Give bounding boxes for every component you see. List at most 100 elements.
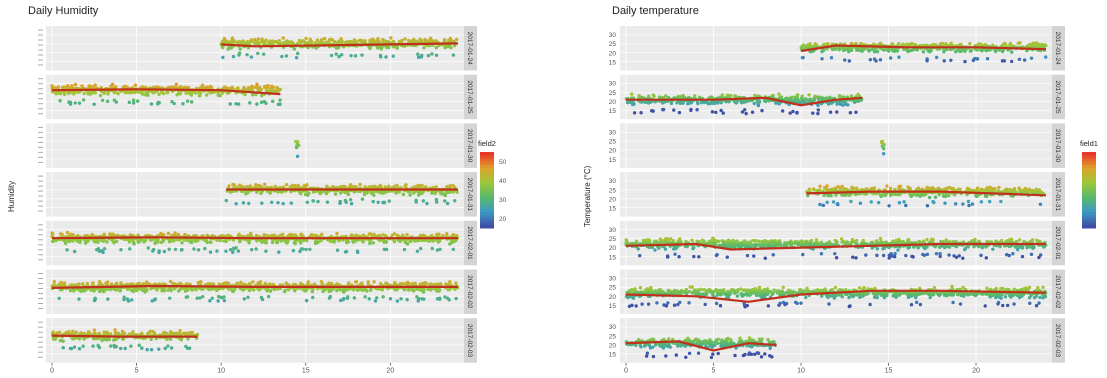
data-point bbox=[921, 50, 926, 54]
data-point bbox=[268, 39, 272, 43]
data-point bbox=[112, 338, 116, 342]
data-point bbox=[96, 247, 100, 252]
data-point bbox=[838, 47, 842, 51]
data-point bbox=[338, 201, 342, 205]
data-point bbox=[194, 91, 198, 95]
data-point bbox=[752, 101, 756, 106]
data-point bbox=[451, 53, 456, 57]
legend-color-step bbox=[480, 171, 494, 175]
data-point bbox=[907, 42, 911, 47]
data-point bbox=[59, 280, 63, 285]
data-point bbox=[711, 100, 716, 104]
facet-label: 2017-01-25 bbox=[466, 80, 473, 114]
data-point bbox=[242, 85, 246, 90]
data-point bbox=[250, 84, 254, 88]
legend-color-step bbox=[480, 218, 494, 223]
data-point bbox=[187, 91, 192, 95]
data-point bbox=[276, 200, 280, 205]
data-point bbox=[829, 56, 834, 60]
data-point bbox=[288, 185, 292, 189]
data-point bbox=[983, 42, 987, 47]
y-tick-label: 20 bbox=[609, 148, 617, 155]
y-tick-label: 15 bbox=[609, 108, 617, 115]
data-point bbox=[381, 295, 385, 299]
facet-panel: 2017-01-24 bbox=[38, 26, 477, 71]
data-point bbox=[255, 102, 259, 106]
data-point bbox=[1043, 55, 1048, 59]
data-point bbox=[443, 199, 447, 203]
legend-color-step bbox=[480, 190, 494, 194]
data-point bbox=[297, 143, 301, 148]
data-point bbox=[56, 85, 61, 89]
legend-color-step bbox=[480, 209, 494, 213]
data-point bbox=[148, 329, 153, 334]
data-point bbox=[811, 111, 815, 115]
facet-panel: 2017-01-31 bbox=[38, 172, 477, 217]
facet-panel: 2017-02-02 bbox=[38, 269, 477, 314]
data-point bbox=[368, 241, 372, 246]
data-point bbox=[400, 39, 404, 44]
trend-line bbox=[51, 88, 281, 96]
data-point bbox=[204, 85, 209, 89]
data-point bbox=[81, 344, 85, 348]
data-point bbox=[428, 287, 433, 292]
legend-color-step bbox=[480, 199, 494, 204]
data-point bbox=[821, 203, 826, 208]
data-point bbox=[835, 110, 839, 114]
data-point bbox=[71, 329, 75, 333]
legend-color-step bbox=[480, 155, 494, 159]
data-point bbox=[418, 246, 423, 251]
legend-color-step bbox=[480, 196, 494, 200]
data-point bbox=[640, 100, 645, 104]
data-point bbox=[949, 58, 953, 62]
data-point bbox=[131, 101, 136, 105]
data-point bbox=[314, 241, 319, 245]
data-point bbox=[271, 282, 276, 287]
data-point bbox=[57, 91, 61, 95]
data-point bbox=[192, 247, 196, 251]
panel-background bbox=[620, 123, 1052, 168]
data-point bbox=[378, 53, 383, 58]
data-point bbox=[61, 86, 65, 90]
data-point bbox=[153, 297, 157, 301]
data-point bbox=[260, 297, 265, 302]
data-point bbox=[410, 282, 414, 286]
data-point bbox=[875, 49, 880, 54]
data-point bbox=[200, 83, 205, 87]
data-point bbox=[854, 41, 858, 46]
data-point bbox=[406, 189, 410, 194]
data-point bbox=[193, 238, 198, 243]
data-point bbox=[293, 183, 297, 188]
data-point bbox=[302, 184, 306, 188]
data-point bbox=[430, 52, 434, 56]
data-point bbox=[262, 233, 266, 237]
data-point bbox=[942, 49, 946, 54]
data-point bbox=[248, 101, 252, 105]
data-point bbox=[87, 92, 92, 96]
data-point bbox=[968, 49, 973, 53]
legend-tick-label: 30 bbox=[499, 197, 507, 204]
data-point bbox=[358, 282, 363, 287]
data-point bbox=[785, 96, 789, 100]
data-point bbox=[181, 331, 186, 336]
data-point bbox=[383, 190, 387, 195]
data-point bbox=[854, 110, 858, 114]
data-point bbox=[106, 297, 110, 301]
data-point bbox=[967, 203, 971, 208]
data-point bbox=[297, 185, 301, 190]
data-point bbox=[102, 330, 106, 334]
data-point bbox=[296, 140, 300, 144]
y-tick-label: 30 bbox=[609, 129, 617, 136]
data-point bbox=[837, 94, 842, 98]
data-point bbox=[445, 296, 450, 300]
data-point bbox=[236, 249, 241, 253]
data-point bbox=[156, 100, 160, 105]
data-point bbox=[162, 249, 167, 254]
data-point bbox=[261, 52, 266, 56]
data-point bbox=[295, 154, 300, 159]
data-point bbox=[927, 195, 932, 200]
data-point bbox=[302, 40, 306, 44]
data-point bbox=[756, 99, 760, 103]
data-point bbox=[928, 50, 932, 54]
data-point bbox=[157, 347, 161, 351]
